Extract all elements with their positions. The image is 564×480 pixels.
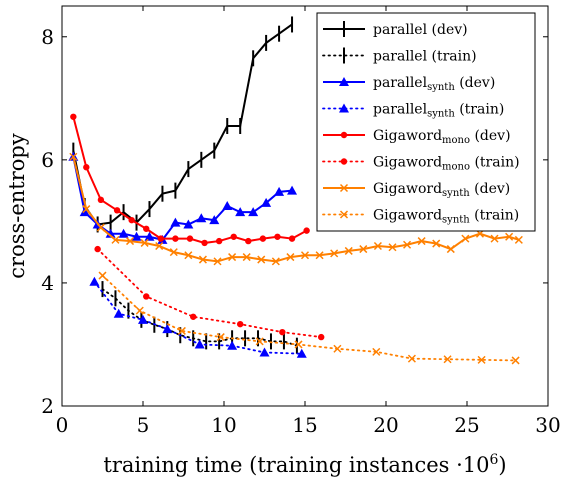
data-point [83,164,89,170]
data-point [128,217,134,223]
data-point [231,234,237,240]
data-point [89,277,99,286]
data-point [260,235,266,241]
x-tick-label: 5 [137,413,150,437]
x-tick-label: 0 [56,413,69,437]
legend-label-suffix: (dev) [455,75,496,91]
legend-label-subscript: synth [427,109,455,120]
data-point [318,334,324,340]
x-tick-label: 15 [292,413,317,437]
data-point [158,235,164,241]
legend-label-suffix: (train) [427,49,477,65]
x-tick-label: 25 [454,413,479,437]
legend-label-name: Gigaword [373,155,442,171]
series-line [73,157,292,240]
data-point [334,345,341,352]
legend-label-subscript: mono [442,135,470,146]
data-point [94,246,100,252]
legend-label-name: parallel [373,49,428,65]
legend-label: Gigawordsynth (dev) [373,181,510,199]
legend-label-suffix: (train) [470,208,520,224]
data-point [274,234,280,240]
legend-label-name: Gigaword [373,128,442,144]
y-tick-label: 6 [41,148,54,172]
x-tick-label: 20 [373,413,398,437]
legend-label: Gigawordmono (dev) [373,128,511,146]
data-point [114,207,120,213]
legend-label-subscript: mono [442,162,470,173]
legend-label: parallel (train) [373,49,477,65]
data-point [190,314,196,320]
series-3 [89,277,306,358]
legend-label-subscript: synth [427,82,455,93]
series-7 [99,272,519,364]
y-axis-label: cross-entropy [5,133,29,279]
series-line [98,249,322,337]
legend-label-subscript: synth [442,188,470,199]
legend-swatch-marker [341,132,347,138]
legend-box [317,13,535,231]
legend-label-name: parallel [373,102,428,118]
data-point [70,114,76,120]
x-axis-label-close: ) [498,453,506,477]
legend: parallel (dev)parallel (train)parallelsy… [317,13,535,231]
data-point [303,227,309,233]
legend-entry: parallel (dev) [323,21,468,38]
legend-swatch-marker [341,158,347,164]
legend-label-suffix: (train) [470,155,520,171]
data-point [172,235,178,241]
data-point [222,201,232,210]
y-tick-label: 4 [41,271,54,295]
data-point [289,235,295,241]
data-point [201,240,207,246]
legend-label-suffix: (dev) [470,128,511,144]
series-line [73,24,292,224]
legend-label-name: Gigaword [373,208,442,224]
legend-label-suffix: (dev) [470,181,511,197]
series-line [103,276,516,361]
data-point [143,226,149,232]
data-point [237,321,243,327]
data-point [99,272,106,279]
x-axis-label-main: training time (training instances ·10 [103,453,489,477]
x-tick-label: 10 [211,413,236,437]
x-axis-label: training time (training instances ·106) [103,452,506,477]
legend-label: parallel (dev) [373,22,468,38]
legend-label-subscript: synth [442,215,470,226]
x-tick-label: 30 [535,413,560,437]
data-point [216,238,222,244]
data-point [279,329,285,335]
series-line [103,289,297,346]
data-point [187,235,193,241]
legend-label-suffix: (dev) [427,22,468,38]
data-point [136,307,143,314]
series-0 [73,16,292,232]
y-tick-label: 2 [41,394,54,418]
data-point [143,293,149,299]
legend-label-name: parallel [373,75,428,91]
legend-label-name: parallel [373,22,428,38]
data-point [98,197,104,203]
legend-label-name: Gigaword [373,181,442,197]
x-axis-label-exponent: 6 [489,452,498,468]
y-tick-label: 8 [41,25,54,49]
legend-label-suffix: (train) [455,102,505,118]
data-point [245,238,251,244]
